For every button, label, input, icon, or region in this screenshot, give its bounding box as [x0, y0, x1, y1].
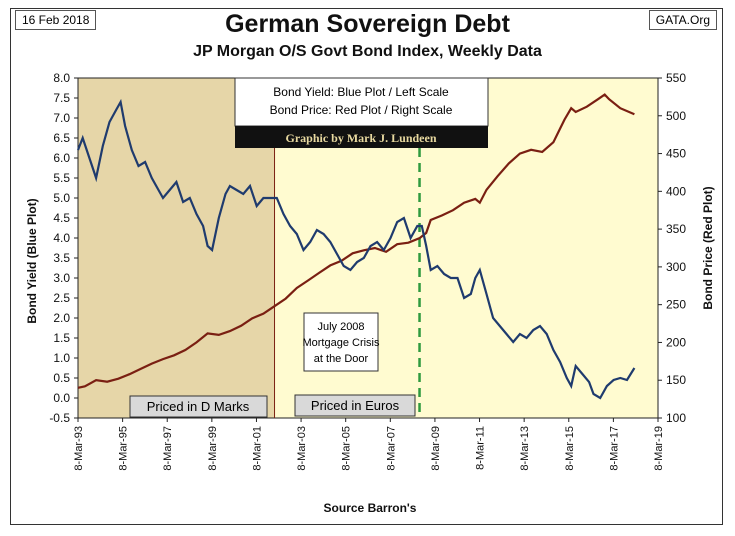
- x-axis-label: Source Barron's: [324, 501, 417, 515]
- x-tick-label: 8-Mar-19: [653, 426, 665, 471]
- crisis-text-1: July 2008: [317, 321, 364, 333]
- y-left-tick-label: 1.0: [53, 351, 70, 365]
- legend-line-yield: Bond Yield: Blue Plot / Left Scale: [273, 85, 449, 99]
- x-tick-label: 8-Mar-01: [251, 426, 263, 471]
- y-left-tick-label: 0.5: [53, 371, 70, 385]
- x-tick-label: 8-Mar-17: [608, 426, 620, 471]
- y-left-tick-label: 2.0: [53, 311, 70, 325]
- y-right-tick-label: 550: [666, 71, 686, 85]
- y-left-tick-label: 7.0: [53, 111, 70, 125]
- series-bond-price: [77, 93, 635, 389]
- euros-label-box: [294, 394, 416, 417]
- y-left-tick-label: 4.0: [53, 231, 70, 245]
- y-left-tick-label: 6.0: [53, 151, 70, 165]
- legend-box: Bond Yield: Blue Plot / Left Scale Bond …: [234, 77, 489, 127]
- y-left-tick-label: 5.5: [53, 171, 70, 185]
- chart-subtitle: JP Morgan O/S Govt Bond Index, Weekly Da…: [193, 43, 542, 60]
- x-tick-label: 8-Mar-95: [118, 426, 130, 471]
- right-axis: 100 150 200 250 300 350 400 450 500 550: [658, 71, 686, 425]
- x-tick-label: 8-Mar-07: [385, 426, 397, 471]
- y-left-tick-label: 1.5: [53, 331, 70, 345]
- credit-banner: [235, 126, 488, 148]
- source-tag: GATA.Org: [648, 10, 717, 30]
- x-tick-label: 8-Mar-09: [430, 426, 442, 471]
- x-tick-label: 8-Mar-11: [475, 426, 487, 470]
- x-tick-label: 8-Mar-93: [73, 426, 85, 471]
- y-left-tick-label: 2.5: [53, 291, 70, 305]
- crisis-text-3: at the Door: [314, 353, 369, 365]
- y-left-tick-label: 7.5: [53, 91, 70, 105]
- y-left-tick-label: 5.0: [53, 191, 70, 205]
- y-right-tick-label: 450: [666, 147, 686, 161]
- crisis-annotation: July 2008 Mortgage Crisis at the Door: [302, 312, 380, 372]
- x-tick-label: 8-Mar-05: [341, 426, 353, 471]
- crisis-box: [303, 312, 379, 372]
- y-left-tick-label: 3.5: [53, 251, 70, 265]
- left-axis: -0.5 0.0 0.5 1.0 1.5 2.0 2.5 3.0 3.5 4.0 4.5 5.0 5.5…: [49, 71, 78, 425]
- chart-title: German Sovereign Debt: [225, 10, 510, 38]
- y-right-tick-label: 500: [666, 109, 686, 123]
- y-left-tick-label: 3.0: [53, 271, 70, 285]
- euros-label: Priced in Euros: [294, 394, 416, 417]
- legend-box-bg: [234, 77, 489, 127]
- y-left-tick-label: 8.0: [53, 71, 70, 85]
- y-right-tick-label: 400: [666, 184, 686, 198]
- x-tick-label: 8-Mar-13: [519, 426, 531, 471]
- x-tick-label: 8-Mar-03: [296, 426, 308, 471]
- dmarks-label-text: Priced in D Marks: [147, 399, 250, 414]
- y-left-tick-label: 0.0: [53, 391, 70, 405]
- crisis-text-2: Mortgage Crisis: [302, 337, 380, 349]
- dmarks-label-box: [129, 395, 268, 418]
- credit-text: Graphic by Mark J. Lundeen: [285, 131, 436, 145]
- x-tick-label: 8-Mar-97: [162, 426, 174, 471]
- euros-label-text: Priced in Euros: [311, 398, 400, 413]
- x-axis: 8-Mar-93 8-Mar-95 8-Mar-97 8-Mar-99 8-Mar-01…: [73, 418, 665, 471]
- y-left-tick-label: -0.5: [49, 411, 70, 425]
- y-left-tick-label: 4.5: [53, 211, 70, 225]
- series-bond-yield: [76, 98, 636, 400]
- y-axis-left-label: Bond Yield (Blue Plot): [25, 198, 39, 323]
- x-tick-label: 8-Mar-99: [207, 426, 219, 471]
- y-right-tick-label: 200: [666, 335, 686, 349]
- y-axis-right-label: Bond Price (Red Plot): [701, 186, 715, 309]
- y-right-tick-label: 100: [666, 411, 686, 425]
- dmarks-label: Priced in D Marks: [129, 395, 268, 418]
- x-tick-label: 8-Mar-15: [564, 426, 576, 471]
- y-right-tick-label: 250: [666, 298, 686, 312]
- y-right-tick-label: 350: [666, 222, 686, 236]
- y-right-tick-label: 300: [666, 260, 686, 274]
- legend-line-price: Bond Price: Red Plot / Right Scale: [270, 103, 453, 117]
- y-left-tick-label: 6.5: [53, 131, 70, 145]
- y-right-tick-label: 150: [666, 373, 686, 387]
- date-label: 16 Feb 2018: [15, 10, 97, 30]
